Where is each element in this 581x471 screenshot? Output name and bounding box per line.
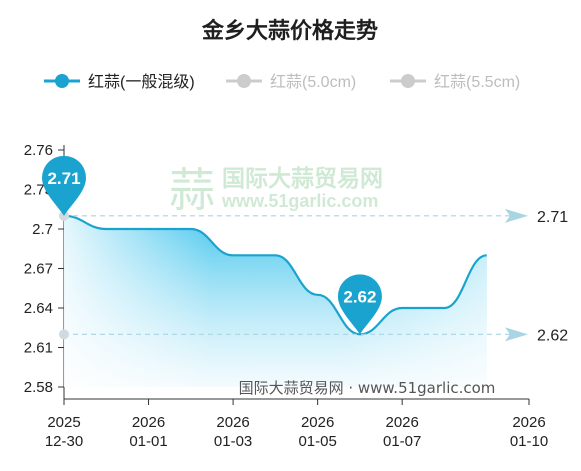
reference-label: 2.71 xyxy=(537,209,568,226)
y-tick-label: 2.58 xyxy=(24,379,53,396)
x-tick-date: 12-30 xyxy=(45,433,83,450)
x-tick-date: 01-07 xyxy=(383,433,421,450)
legend-label: 红蒜(5.0cm) xyxy=(270,73,356,91)
y-tick-label: 2.76 xyxy=(24,142,53,159)
reference-arrow xyxy=(505,327,528,342)
x-tick-label: 2026 01-01 xyxy=(129,414,167,450)
x-tick-date: 01-10 xyxy=(510,433,548,450)
min-marker: 2.62 xyxy=(337,274,382,335)
x-tick-date: 01-05 xyxy=(298,433,336,450)
x-tick-label: 2026 01-10 xyxy=(510,414,548,450)
legend-label: 红蒜(5.5cm) xyxy=(434,73,520,91)
x-tick-label: 2025 12-30 xyxy=(45,414,83,450)
pin-shape xyxy=(42,155,86,216)
y-tick-label: 2.7 xyxy=(32,221,53,238)
legend-item-1[interactable]: 红蒜(5.0cm) xyxy=(226,73,356,91)
x-tick-year: 2026 xyxy=(512,414,545,431)
x-tick-date: 01-03 xyxy=(214,433,252,450)
reference-arrow xyxy=(505,208,528,223)
legend-item-2[interactable]: 红蒜(5.5cm) xyxy=(390,73,520,91)
legend-item-0[interactable]: 红蒜(一般混级) xyxy=(44,73,195,91)
x-tick-year: 2026 xyxy=(301,414,334,431)
legend-dot xyxy=(237,74,251,88)
legend: 红蒜(一般混级) 红蒜(5.0cm) 红蒜(5.5cm) xyxy=(44,73,520,91)
y-tick-label: 2.61 xyxy=(24,340,53,357)
legend-label: 红蒜(一般混级) xyxy=(88,73,195,91)
watermark-logo-glyph: 蒜 xyxy=(169,163,215,217)
x-tick-year: 2025 xyxy=(47,414,80,431)
y-tick-label: 2.64 xyxy=(24,300,53,317)
series-line xyxy=(63,214,487,336)
x-tick-year: 2026 xyxy=(216,414,249,431)
x-tick-label: 2026 01-03 xyxy=(214,414,252,450)
x-tick-date: 01-01 xyxy=(129,433,167,450)
x-tick-label: 2026 01-05 xyxy=(298,414,336,450)
series-area-fade xyxy=(64,215,487,387)
pin-label: 2.71 xyxy=(47,169,80,188)
watermark-footer: 国际大蒜贸易网 · www.51garlic.com xyxy=(239,379,496,397)
legend-dot xyxy=(55,74,69,88)
plot-area: 2.762.732.72.672.642.612.58202512-302026… xyxy=(24,142,568,450)
max-marker: 2.71 xyxy=(42,155,86,216)
watermark-logo: 蒜 国际大蒜贸易网 www.51garlic.com xyxy=(169,163,383,217)
reference-label: 2.62 xyxy=(537,327,568,344)
watermark-url: www.51garlic.com xyxy=(221,191,378,211)
chart-title: 金乡大蒜价格走势 xyxy=(201,18,378,44)
reference-start-dot xyxy=(59,329,69,340)
watermark-brand: 国际大蒜贸易网 xyxy=(222,166,383,192)
legend-dot xyxy=(401,74,415,88)
pin-shape xyxy=(337,274,382,335)
x-tick-year: 2026 xyxy=(385,414,418,431)
x-tick-year: 2026 xyxy=(132,414,165,431)
y-tick-label: 2.67 xyxy=(24,261,53,278)
pin-label: 2.62 xyxy=(343,287,376,306)
x-tick-label: 2026 01-07 xyxy=(383,414,421,450)
